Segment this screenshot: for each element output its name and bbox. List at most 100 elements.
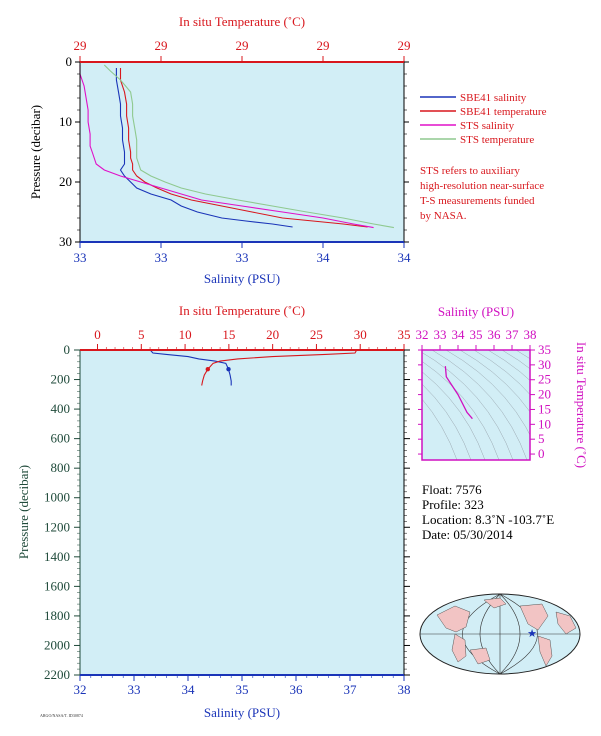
top-salinity-tick-label: 33 <box>74 250 87 265</box>
top-salinity-tick-label: 33 <box>155 250 168 265</box>
ts-temperature-tick-label: 25 <box>538 372 551 387</box>
top-temperature-axis-title: In situ Temperature (˚C) <box>179 14 305 29</box>
bottom-temperature-tick-label: 35 <box>398 327 411 342</box>
ts-salinity-axis-title: Salinity (PSU) <box>438 304 514 319</box>
top-series-sbe41-temperature <box>119 68 368 228</box>
top-pressure-tick-label: 30 <box>59 234 72 249</box>
float-location: Location: 8.3˚N -103.7˚E <box>422 512 554 527</box>
bottom-salinity-tick-label: 36 <box>290 682 304 697</box>
float-info: Float: 7576 Profile: 323 Location: 8.3˚N… <box>422 482 554 542</box>
ts-salinity-tick-label: 38 <box>524 327 537 342</box>
bottom-series-sbe41-salinity <box>149 349 232 386</box>
top-temperature-tick-label: 29 <box>317 38 330 53</box>
bottom-pressure-tick-label: 1400 <box>44 549 70 564</box>
world-map: ★ <box>419 593 581 675</box>
ts-temperature-tick-label: 0 <box>538 446 545 461</box>
bottom-pressure-tick-label: 1000 <box>44 490 70 505</box>
ts-temperature-tick-label: 5 <box>538 431 545 446</box>
ts-salinity-tick-label: 37 <box>506 327 520 342</box>
top-plot-area <box>80 62 404 242</box>
top-salinity-axis-title: Salinity (PSU) <box>204 271 280 286</box>
top-salinity-tick-label: 34 <box>398 250 412 265</box>
bottom-temperature-tick-label: 30 <box>354 327 367 342</box>
top-temperature-tick-label: 29 <box>236 38 249 53</box>
float-id: Float: 7576 <box>422 482 482 497</box>
ts-density-contour <box>422 383 472 460</box>
bottom-pressure-tick-label: 600 <box>51 431 71 446</box>
top-series-sts-temperature <box>103 64 394 229</box>
legend-note-line: high-resolution near-surface <box>420 180 544 192</box>
legend-note-line: T-S measurements funded <box>420 195 535 207</box>
bottom-temperature-tick-label: 0 <box>94 327 101 342</box>
legend: SBE41 salinity SBE41 temperature STS salin… <box>420 92 547 222</box>
ts-salinity-tick-label: 33 <box>434 327 447 342</box>
ts-density-contour <box>487 350 530 381</box>
top-salinity-tick-label: 33 <box>236 250 249 265</box>
ts-density-contour <box>422 398 458 460</box>
bottom-series-sbe41-temperature <box>201 349 358 386</box>
legend-label: STS salinity <box>460 120 515 132</box>
ts-density-contour <box>501 350 530 369</box>
ts-density-contour <box>459 350 530 413</box>
bottom-salinity-axis-title: Salinity (PSU) <box>204 705 280 720</box>
top-pressure-tick-label: 0 <box>66 54 73 69</box>
bottom-pressure-tick-label: 0 <box>64 342 71 357</box>
ts-density-contour <box>422 371 486 460</box>
ts-temperature-axis-title: In situ Temperature (˚C) <box>574 342 589 468</box>
legend-label: SBE41 temperature <box>460 106 547 118</box>
legend-label: STS temperature <box>460 134 534 146</box>
bottom-series-marker <box>205 367 210 372</box>
bottom-temperature-tick-label: 20 <box>266 327 279 342</box>
bottom-temperature-tick-label: 10 <box>179 327 192 342</box>
bottom-salinity-tick-label: 37 <box>344 682 358 697</box>
bottom-pressure-tick-label: 2200 <box>44 667 70 682</box>
top-pressure-tick-label: 20 <box>59 174 72 189</box>
legend-label: SBE41 salinity <box>460 92 527 104</box>
bottom-plot-area <box>80 350 404 675</box>
bottom-temperature-tick-label: 15 <box>222 327 235 342</box>
bottom-pressure-tick-label: 800 <box>51 460 71 475</box>
bottom-salinity-tick-label: 33 <box>128 682 141 697</box>
bottom-panel: 0 5 10 15 20 25 30 35 32 33 34 35 36 37 38 0 200 400 600 80… <box>16 303 411 720</box>
bottom-temperature-tick-label: 5 <box>138 327 145 342</box>
ts-temperature-tick-label: 20 <box>538 387 551 402</box>
legend-note-line: STS refers to auxiliary <box>420 165 520 177</box>
top-temperature-tick-label: 29 <box>155 38 168 53</box>
ts-density-contour <box>422 361 500 460</box>
bottom-temperature-axis-title: In situ Temperature (˚C) <box>179 303 305 318</box>
top-pressure-axis-title: Pressure (decibar) <box>28 105 43 199</box>
bottom-salinity-tick-label: 32 <box>74 682 87 697</box>
ts-salinity-tick-label: 32 <box>416 327 429 342</box>
ts-temperature-tick-label: 10 <box>538 416 551 431</box>
bottom-pressure-tick-label: 1800 <box>44 608 70 623</box>
ts-temperature-tick-label: 15 <box>538 401 551 416</box>
map-graticule <box>420 593 580 675</box>
ts-density-contour <box>544 350 601 460</box>
bottom-salinity-tick-label: 34 <box>182 682 196 697</box>
bottom-pressure-tick-label: 2000 <box>44 637 70 652</box>
bottom-pressure-axis-title: Pressure (decibar) <box>16 465 31 559</box>
top-series-sbe41-salinity <box>115 68 293 228</box>
ts-density-contour <box>445 350 530 436</box>
top-salinity-tick-label: 34 <box>317 250 331 265</box>
ts-temperature-tick-label: 30 <box>538 357 551 372</box>
bottom-pressure-tick-label: 400 <box>51 401 71 416</box>
ts-temperature-tick-label: 35 <box>538 342 551 357</box>
bottom-salinity-tick-label: 38 <box>398 682 411 697</box>
bottom-pressure-tick-label: 1200 <box>44 519 70 534</box>
legend-note-line: by NASA. <box>420 210 467 222</box>
ts-density-contour <box>422 352 514 460</box>
top-pressure-tick-label: 10 <box>59 114 72 129</box>
float-position-marker: ★ <box>527 628 537 640</box>
bottom-salinity-tick-label: 35 <box>236 682 249 697</box>
ts-salinity-tick-label: 34 <box>452 327 466 342</box>
profile-number: Profile: 323 <box>422 497 484 512</box>
ts-density-contour <box>473 350 530 395</box>
bottom-pressure-tick-label: 1600 <box>44 578 70 593</box>
ts-salinity-tick-label: 36 <box>488 327 502 342</box>
top-series-sts-salinity <box>79 65 374 229</box>
ts-density-contour <box>431 350 528 460</box>
top-panel: 29 29 29 29 29 33 33 33 34 34 0 10 20 30 In situ Temp… <box>28 14 411 286</box>
